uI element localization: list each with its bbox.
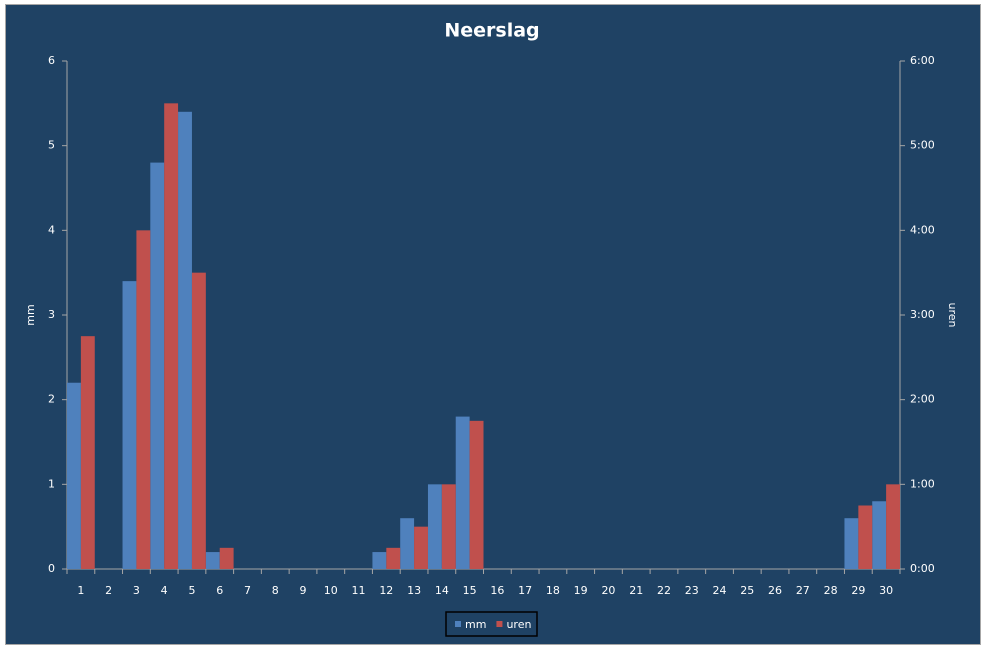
x-tick-label: 27 xyxy=(796,584,810,597)
legend-box xyxy=(445,611,538,637)
x-tick-label: 5 xyxy=(188,584,195,597)
bar xyxy=(427,484,442,569)
x-tick-label: 19 xyxy=(574,584,588,597)
x-tick-label: 23 xyxy=(685,584,699,597)
y2-tick-label: 3:00 xyxy=(910,308,935,321)
bar xyxy=(469,420,484,569)
x-tick-label: 25 xyxy=(740,584,754,597)
x-tick-label: 8 xyxy=(272,584,279,597)
x-tick-label: 28 xyxy=(824,584,838,597)
y-tick-label: 5 xyxy=(48,139,55,152)
y2-tick-label: 2:00 xyxy=(910,393,935,406)
x-tick-label: 14 xyxy=(435,584,449,597)
x-tick-label: 2 xyxy=(105,584,112,597)
y-tick-label: 6 xyxy=(48,54,55,67)
y2-tick-label: 0:00 xyxy=(910,562,935,575)
bar xyxy=(136,230,151,570)
bar xyxy=(205,552,220,569)
x-tick-label: 15 xyxy=(463,584,477,597)
bar xyxy=(414,526,428,569)
y2-tick-label: 1:00 xyxy=(910,477,935,490)
bar xyxy=(858,505,873,569)
x-tick-label: 22 xyxy=(657,584,671,597)
y2-axis-label: uren xyxy=(946,303,959,328)
y-axis-label: mm xyxy=(24,304,37,325)
legend-swatch xyxy=(455,621,461,627)
y2-tick-label: 6:00 xyxy=(910,54,935,67)
bar xyxy=(886,484,900,569)
bar xyxy=(455,416,470,569)
x-tick-label: 16 xyxy=(490,584,504,597)
bar xyxy=(372,552,387,569)
legend-label: mm xyxy=(465,618,486,631)
bar xyxy=(844,518,859,569)
bar xyxy=(386,547,401,569)
bar xyxy=(219,547,234,569)
y-tick-label: 3 xyxy=(48,308,55,321)
bar xyxy=(80,336,95,569)
x-tick-label: 3 xyxy=(133,584,140,597)
bar xyxy=(164,103,179,569)
y2-tick-label: 4:00 xyxy=(910,223,935,236)
chart-title: Neerslag xyxy=(444,20,539,42)
y-tick-label: 1 xyxy=(48,477,55,490)
x-tick-label: 1 xyxy=(77,584,84,597)
x-tick-label: 26 xyxy=(768,584,782,597)
x-tick-label: 20 xyxy=(601,584,615,597)
bar xyxy=(441,484,456,569)
x-tick-label: 17 xyxy=(518,584,532,597)
bar xyxy=(178,111,192,570)
bar xyxy=(67,382,81,569)
x-tick-label: 13 xyxy=(407,584,421,597)
y-tick-label: 2 xyxy=(48,393,55,406)
bar xyxy=(400,518,415,569)
bar xyxy=(872,501,887,569)
y2-tick-label: 5:00 xyxy=(910,139,935,152)
x-tick-label: 21 xyxy=(629,584,643,597)
bar xyxy=(122,281,137,569)
x-tick-label: 7 xyxy=(244,584,251,597)
x-tick-label: 29 xyxy=(851,584,865,597)
y-tick-label: 4 xyxy=(48,223,55,236)
legend-label: uren xyxy=(506,618,531,631)
bar xyxy=(150,162,165,569)
x-tick-label: 30 xyxy=(879,584,893,597)
y-tick-label: 0 xyxy=(48,562,55,575)
x-tick-label: 12 xyxy=(379,584,393,597)
x-tick-label: 4 xyxy=(161,584,168,597)
x-tick-label: 11 xyxy=(352,584,366,597)
x-tick-label: 10 xyxy=(324,584,338,597)
x-tick-label: 18 xyxy=(546,584,560,597)
x-tick-label: 6 xyxy=(216,584,223,597)
legend-swatch xyxy=(496,621,503,627)
x-tick-label: 24 xyxy=(713,584,727,597)
bar xyxy=(191,272,206,569)
x-tick-label: 9 xyxy=(300,584,307,597)
